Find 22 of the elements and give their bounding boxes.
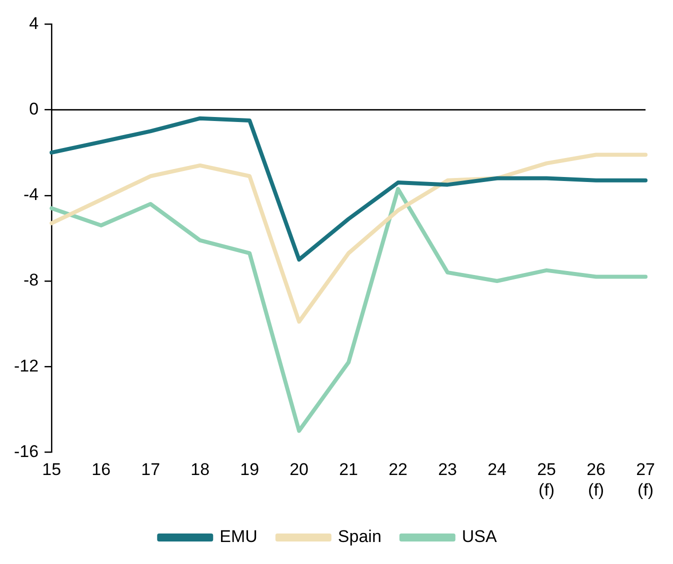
x-tick-label: 26 (f) bbox=[586, 460, 606, 500]
x-tick-label: 24 bbox=[488, 460, 507, 480]
legend-label: EMU bbox=[220, 527, 258, 546]
x-tick-label: 18 bbox=[190, 460, 210, 480]
x-tick-label: 17 bbox=[141, 460, 160, 480]
y-tick-label: -4 bbox=[23, 185, 39, 204]
x-tick-label: 16 bbox=[92, 460, 111, 480]
y-tick-label: -16 bbox=[14, 442, 39, 461]
x-tick-label: 20 bbox=[290, 460, 309, 480]
legend-label: Spain bbox=[338, 527, 382, 546]
legend-label: USA bbox=[462, 527, 498, 546]
x-tick-label: 19 bbox=[240, 460, 260, 480]
x-tick-label: 25 (f) bbox=[537, 460, 556, 500]
y-tick-label: 4 bbox=[29, 14, 39, 33]
x-tick-label: 23 bbox=[438, 460, 458, 480]
x-tick-label: 27 (f) bbox=[636, 460, 656, 500]
y-tick-label: -8 bbox=[23, 270, 39, 290]
x-tick-label: 22 bbox=[388, 460, 408, 480]
x-tick-label: 15 bbox=[42, 460, 62, 480]
y-tick-label: 0 bbox=[29, 99, 39, 118]
x-tick-label: 21 bbox=[339, 460, 358, 480]
y-tick-label: -12 bbox=[14, 356, 39, 376]
